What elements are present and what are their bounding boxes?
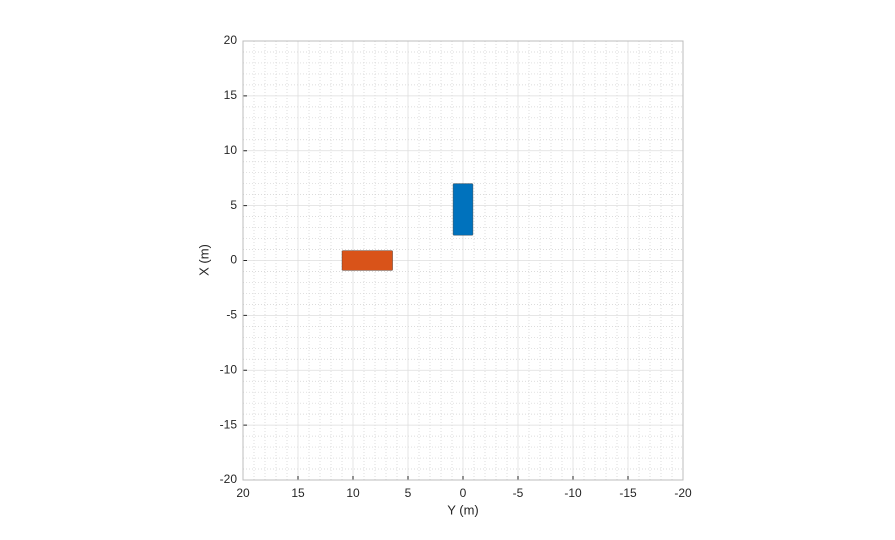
x-tick-label: -15	[619, 486, 637, 500]
x-tick-label: -5	[513, 486, 524, 500]
y-tick-label: 15	[224, 88, 238, 102]
vehicle	[341, 250, 393, 271]
axes-box	[242, 40, 684, 481]
x-tick-label: 15	[291, 486, 305, 500]
y-tick-label: -10	[220, 362, 238, 376]
y-tick-label: -20	[220, 472, 238, 486]
x-tick-label: 0	[460, 486, 467, 500]
y-tick-label: 20	[224, 33, 238, 47]
x-tick-label: 10	[346, 486, 360, 500]
x-tick-label: -10	[564, 486, 582, 500]
y-tick-label: 5	[230, 198, 237, 212]
y-axis-label: X (m)	[196, 244, 211, 276]
y-tick-label: 10	[224, 143, 238, 157]
vehicle	[452, 183, 474, 236]
y-tick-label: -15	[220, 417, 238, 431]
y-tick-label: -5	[226, 308, 237, 322]
x-tick-label: -20	[674, 486, 692, 500]
x-tick-label: 20	[236, 486, 250, 500]
x-axis-label: Y (m)	[447, 502, 479, 517]
y-tick-label: 0	[230, 253, 237, 267]
x-tick-label: 5	[405, 486, 412, 500]
